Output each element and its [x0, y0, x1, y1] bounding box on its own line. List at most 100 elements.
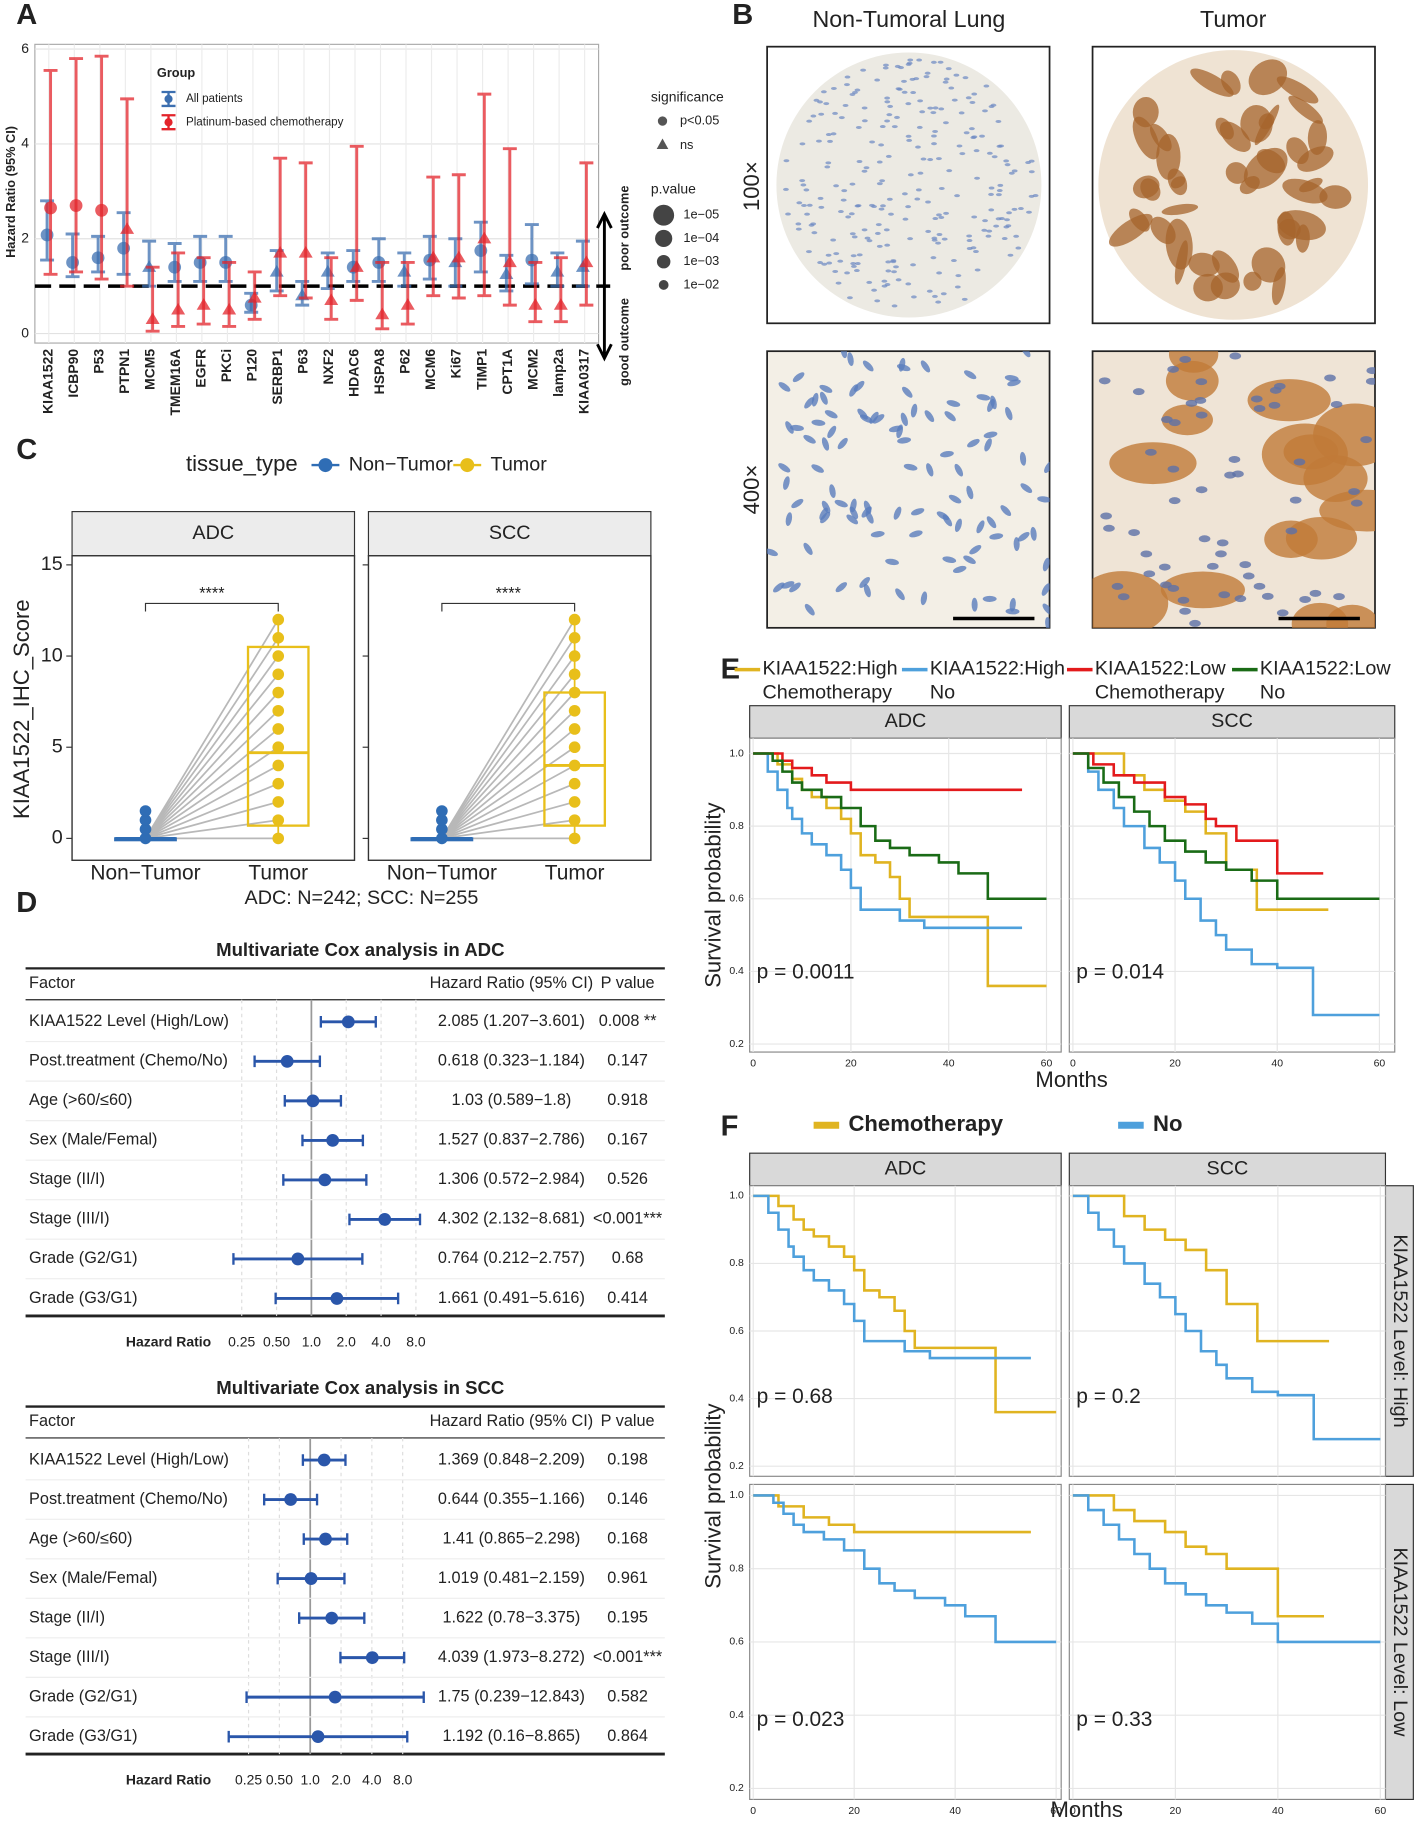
survival-curve — [753, 1194, 1057, 1414]
point — [272, 613, 285, 626]
nucleus — [838, 116, 845, 120]
nucleus — [923, 75, 930, 79]
nucleus — [988, 192, 994, 196]
ci-label: 1.661 (0.491−5.616) — [438, 1289, 585, 1307]
tissue-core — [1098, 50, 1369, 320]
nucleus — [837, 259, 844, 263]
nucleus — [893, 506, 902, 520]
hr-point — [326, 1133, 340, 1147]
facet-panel — [749, 737, 1062, 1053]
x-tick-label: 4.0 — [371, 1333, 391, 1349]
nucleus — [935, 241, 941, 245]
nucleus — [1004, 218, 1010, 222]
p-label: 0.414 — [607, 1289, 648, 1307]
nucleus — [1269, 386, 1282, 394]
nucleus — [849, 384, 859, 397]
point — [400, 298, 415, 310]
factor-label: Stage (III/I) — [29, 1210, 109, 1228]
nucleus — [1169, 419, 1181, 427]
tumor-stain — [1286, 137, 1309, 165]
micrograph — [766, 350, 1051, 629]
nucleus — [878, 143, 885, 147]
tumor-stain — [1165, 360, 1219, 401]
y-tick-label: 0.6 — [729, 1637, 744, 1648]
nucleus — [864, 236, 871, 240]
column-header: P value — [601, 974, 655, 992]
nucleus — [846, 514, 859, 525]
nucleus — [946, 400, 961, 407]
nucleus — [968, 127, 975, 131]
pair-line — [441, 746, 576, 840]
nucleus — [853, 269, 860, 273]
column-header: P value — [601, 1412, 655, 1430]
nucleus — [915, 188, 922, 192]
error-bar — [43, 68, 58, 276]
tumor-stain — [1288, 95, 1323, 124]
nucleus — [914, 197, 921, 201]
nucleus — [1350, 499, 1363, 507]
nucleus — [778, 382, 791, 392]
panel-letter: A — [16, 0, 37, 31]
caption: ADC: N=242; SCC: N=255 — [245, 887, 479, 909]
nucleus — [861, 106, 868, 110]
nucleus — [869, 203, 875, 207]
factor-label: KIAA1522 Level (High/Low) — [29, 1012, 229, 1030]
nucleus — [885, 154, 892, 158]
nucleus — [767, 548, 778, 557]
nucleus — [910, 403, 918, 418]
p-label: 0.198 — [607, 1450, 648, 1468]
legend-label: 1e−04 — [683, 230, 719, 245]
nucleus — [905, 205, 912, 209]
error-bar — [69, 57, 84, 274]
nucleus — [983, 431, 998, 439]
nucleus — [1198, 535, 1211, 543]
pair-line — [144, 710, 279, 840]
x-tick-label: 0 — [1070, 1806, 1076, 1817]
nucleus — [811, 392, 819, 407]
p-value-label: p = 0.33 — [1076, 1708, 1152, 1731]
nucleus — [916, 125, 923, 129]
nucleus — [826, 261, 833, 265]
ci-caps — [302, 1533, 349, 1545]
pair-line — [441, 728, 576, 840]
nucleus — [881, 284, 888, 288]
nucleus — [910, 508, 925, 516]
panel-letter: F — [721, 1110, 739, 1142]
y-tick-label: 0.8 — [729, 821, 744, 832]
p-value-label: p = 0.014 — [1076, 961, 1164, 984]
nucleus — [913, 77, 920, 81]
nucleus — [1309, 589, 1322, 597]
facet-strip — [1068, 705, 1396, 739]
nucleus — [851, 235, 858, 239]
nucleus — [924, 410, 935, 423]
nucleus — [943, 121, 949, 125]
nucleus — [1004, 163, 1011, 167]
pair-line — [441, 801, 575, 840]
x-tick-label: 0.50 — [266, 1772, 293, 1788]
p-label: 0.195 — [607, 1608, 648, 1626]
ci-caps — [319, 1016, 377, 1028]
nucleus — [870, 531, 885, 538]
nucleus — [974, 176, 980, 180]
tumor-stain — [1225, 162, 1248, 184]
nucleus — [1028, 170, 1035, 174]
x-axis-label: Months — [1035, 1067, 1107, 1092]
nucleus — [894, 115, 900, 119]
y-tick-label: 0.6 — [729, 894, 744, 905]
pair-line — [441, 673, 576, 839]
p-label: 0.167 — [607, 1131, 648, 1149]
nucleus — [958, 111, 965, 115]
nucleus — [902, 386, 913, 398]
image-row-title: 100× — [739, 161, 764, 211]
y-axis-label: KIAA1522_IHC_Score — [9, 599, 34, 819]
tumor-stain — [1190, 68, 1234, 97]
nucleus — [806, 203, 813, 207]
nucleus — [966, 234, 973, 238]
nucleus — [906, 138, 913, 142]
x-tick-label: PKCi — [218, 349, 234, 382]
pair-line — [441, 691, 576, 839]
significance-label: **** — [496, 584, 522, 602]
nucleus — [891, 270, 897, 274]
error-bar — [222, 260, 237, 328]
nucleus — [1242, 572, 1255, 580]
